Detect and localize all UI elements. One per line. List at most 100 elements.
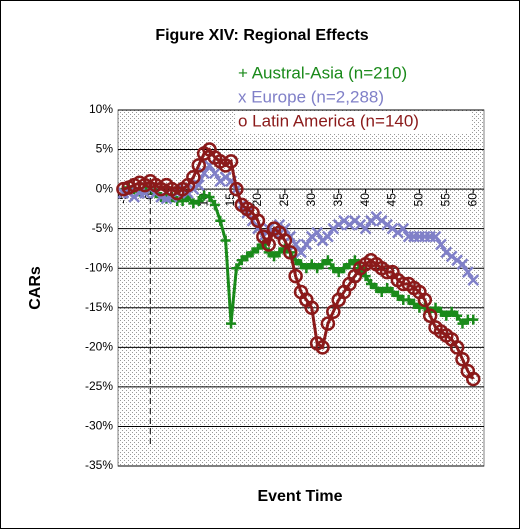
data-point: [191, 158, 206, 173]
data-point: [226, 318, 237, 329]
data-point: [300, 238, 313, 251]
data-point: [295, 246, 307, 259]
y-tick-label: -20%: [85, 340, 113, 354]
data-point: [236, 255, 247, 266]
y-tick-label: -10%: [85, 260, 113, 274]
data-point: [320, 316, 336, 331]
data-point: [229, 181, 244, 197]
data-point: [468, 314, 479, 325]
data-point: [311, 226, 324, 239]
data-point: [209, 199, 220, 210]
data-point: [312, 263, 323, 274]
data-point: [274, 247, 285, 258]
x-tick-label: 40: [358, 193, 372, 207]
data-point: [252, 243, 263, 254]
data-point: [365, 279, 376, 290]
data-point: [242, 251, 253, 262]
data-point: [317, 259, 328, 270]
y-axis-label: CARs: [27, 266, 44, 310]
series: [116, 142, 481, 387]
data-point: [397, 222, 410, 235]
data-point: [263, 247, 274, 258]
data-point: [188, 198, 199, 209]
x-tick-label: 35: [331, 193, 345, 207]
data-point: [422, 308, 438, 323]
data-point: [269, 251, 280, 262]
x-tick-label: 60: [465, 193, 479, 207]
data-point: [344, 259, 355, 270]
data-point: [193, 195, 204, 206]
x-tick-label: 15: [223, 193, 237, 207]
data-point: [186, 169, 201, 185]
data-point: [456, 258, 469, 271]
data-point: [452, 310, 463, 321]
data-point: [435, 238, 447, 251]
legend-bg: [236, 87, 472, 109]
data-point: [467, 274, 480, 286]
data-point: [417, 292, 433, 308]
data-point: [376, 286, 387, 297]
data-point: [387, 286, 398, 297]
legend-label: x Europe (n=2,288): [238, 87, 384, 106]
data-point: [379, 264, 395, 280]
legend-label: + Austral-Asia (n=210): [238, 63, 407, 82]
data-point: [449, 340, 465, 355]
data-point: [277, 233, 293, 248]
y-tick-label: -5%: [92, 221, 114, 235]
data-point: [250, 213, 266, 229]
y-tick-label: -30%: [85, 419, 113, 433]
data-point: [461, 266, 474, 279]
x-axis-label: Event Time: [257, 488, 342, 505]
data-point: [371, 283, 382, 293]
data-point: [215, 215, 226, 226]
data-point: [435, 306, 446, 317]
y-tick-label: -15%: [85, 300, 113, 314]
data-point: [204, 192, 215, 203]
data-point: [409, 298, 420, 309]
data-point: [199, 190, 210, 201]
data-point: [231, 263, 242, 274]
data-point: [339, 263, 350, 274]
x-tick-label: 20: [250, 193, 264, 207]
data-point: [301, 263, 312, 274]
data-point: [429, 230, 442, 243]
data-point: [441, 310, 452, 321]
data-point: [322, 230, 334, 243]
data-point: [282, 245, 298, 260]
data-point: [315, 340, 330, 355]
data-point: [296, 259, 306, 270]
data-point: [223, 154, 239, 169]
data-point: [304, 300, 320, 316]
data-point: [220, 235, 231, 246]
x-tick-label: 50: [412, 193, 426, 207]
data-point: [322, 255, 333, 266]
y-tick-label: -35%: [85, 458, 113, 472]
y-tick-label: 10%: [89, 102, 113, 116]
x-tick-label: 25: [277, 193, 291, 207]
chart-title: Figure XIV: Regional Effects: [155, 27, 368, 44]
data-point: [457, 318, 468, 329]
x-tick-label: 30: [304, 193, 318, 207]
data-point: [446, 306, 457, 317]
data-point: [465, 371, 481, 387]
data-point: [306, 259, 317, 270]
data-point: [261, 237, 276, 252]
data-point: [382, 283, 393, 293]
data-point: [359, 222, 372, 235]
data-point: [328, 263, 339, 274]
x-tick-label: -5: [116, 193, 130, 204]
legend-label: o Latin America (n=140): [238, 111, 419, 130]
data-point: [403, 294, 414, 305]
data-point: [455, 351, 470, 367]
data-point: [288, 268, 303, 284]
legend-bg: [236, 111, 472, 133]
y-tick-label: 0%: [96, 181, 114, 195]
data-point: [247, 247, 258, 258]
legend-bg: [236, 63, 472, 85]
x-tick-label: 55: [438, 193, 452, 207]
data-point: [392, 290, 403, 301]
y-tick-label: -25%: [85, 379, 113, 393]
data-point: [208, 167, 221, 180]
